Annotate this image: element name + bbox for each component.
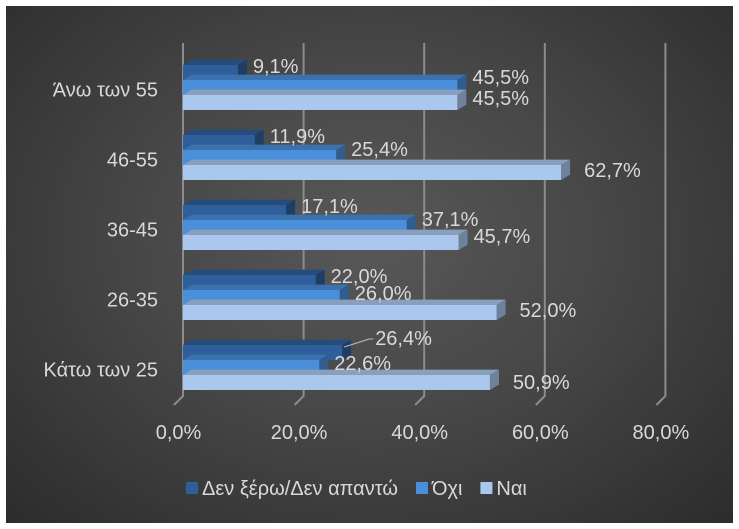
legend-label: Δεν ξέρω/Δεν απαντώ (202, 478, 398, 500)
category-label: 26-35 (107, 290, 158, 312)
category-label: 46-55 (107, 150, 158, 172)
data-label: 11,9% (270, 126, 325, 148)
data-label: 22,6% (334, 353, 391, 375)
bar-chart: 26,4% 22,6% 50,9% 22,0%26,0% 52,0% 17,1% 37,1%… (44, 43, 690, 500)
bar (183, 89, 467, 110)
chart-area: 26,4% 22,6% 50,9% 22,0% 26,0% 52,0% 17,1% 37,1%… (6, 6, 733, 523)
bar (183, 229, 468, 250)
data-label: 26,0% (355, 283, 412, 305)
gridline (655, 43, 667, 406)
data-label: 50,9% (513, 372, 570, 394)
bar (183, 159, 571, 180)
category-label: Κάτω των 25 (44, 360, 158, 382)
data-label: 45,7% (474, 226, 531, 248)
data-label: 22,0% (331, 266, 388, 288)
data-label: 37,1% (422, 209, 479, 231)
legend: Δεν ξέρω/Δεν απαντώ Όχι Ναι (186, 478, 527, 500)
bars (183, 59, 571, 390)
bar (183, 299, 506, 320)
data-label: 62,7% (584, 160, 641, 182)
x-tick-label: 0,0% (156, 422, 202, 444)
data-label: 45,5% (472, 67, 529, 89)
legend-label: Όχι (431, 478, 462, 500)
x-tick-label: 60,0% (512, 422, 569, 444)
data-label: 17,1% (301, 196, 358, 218)
x-tick-label: 80,0% (633, 422, 690, 444)
data-label: 45,5% (472, 88, 529, 110)
x-tick-label: 40,0% (391, 422, 448, 444)
data-label: 26,4% (375, 328, 432, 350)
category-label: Άνω των 55 (53, 80, 158, 102)
category-label: 36-45 (107, 220, 158, 242)
data-label: 52,0% (520, 300, 577, 322)
gridline (173, 43, 184, 406)
legend-swatch (480, 482, 493, 494)
legend-label: Ναι (496, 478, 526, 500)
data-label: 9,1% (253, 56, 299, 78)
data-label: 25,4% (351, 139, 408, 161)
legend-swatch (186, 482, 198, 494)
x-tick-label: 20,0% (271, 422, 328, 444)
data-labels: 26,4% 22,6% 50,9% 22,0%26,0% 52,0% 17,1% 37,1%… (253, 56, 641, 394)
bar (183, 369, 499, 390)
legend-swatch (415, 482, 428, 494)
gridline (535, 43, 546, 406)
axes: 0,0% 20,0% 40,0% 60,0% 80,0% Κάτω των 25 26-35… (44, 80, 690, 445)
